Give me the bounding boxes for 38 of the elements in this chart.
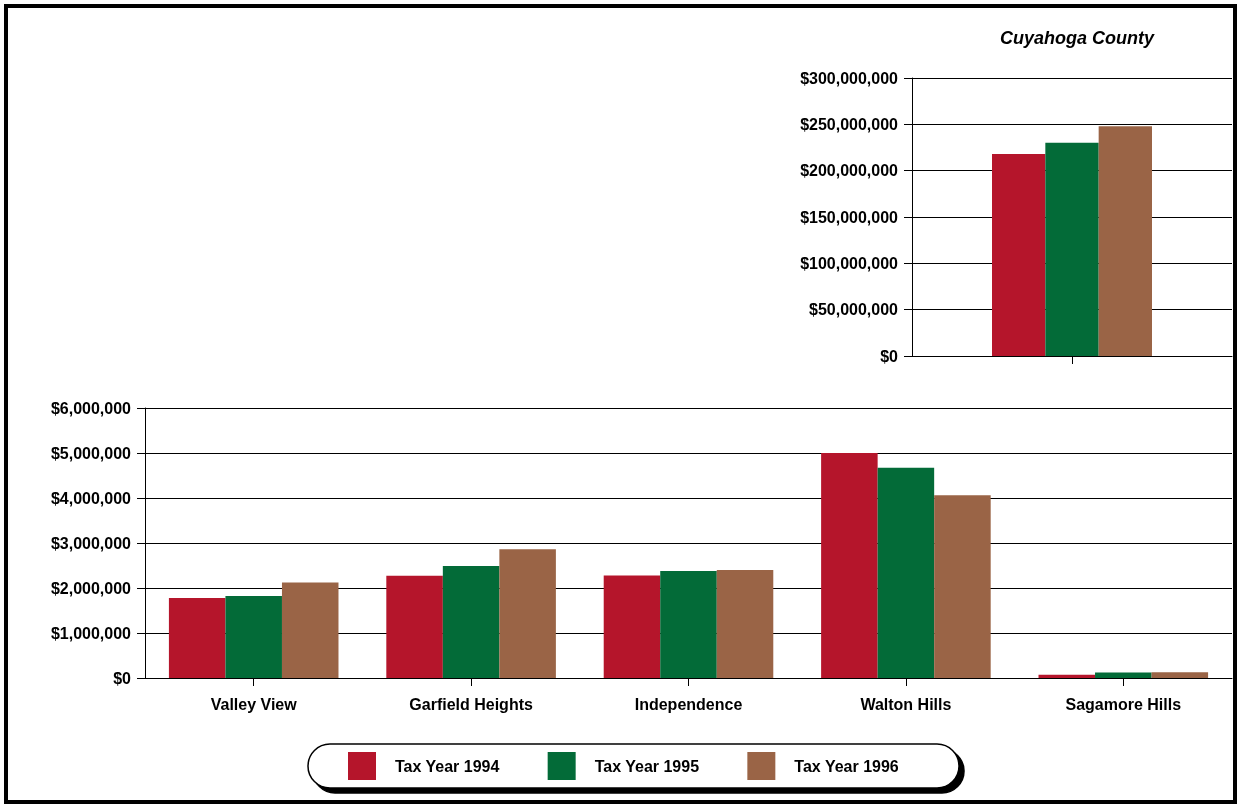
bar: [386, 575, 443, 678]
y-tick-label: $4,000,000: [50, 489, 132, 507]
bar: [442, 565, 500, 678]
y-tick-label: $2,000,000: [50, 579, 132, 597]
bar: [1151, 672, 1209, 678]
x-tick-label: Garfield Heights: [409, 695, 533, 713]
bar: [225, 596, 282, 678]
legend-label: Tax Year 1994: [394, 757, 500, 775]
bar: [603, 575, 661, 678]
x-tick-label: Walton Hills: [860, 695, 952, 713]
y-tick-label: $1,000,000: [50, 624, 132, 642]
bar: [499, 549, 556, 678]
legend-label: Tax Year 1995: [594, 757, 700, 775]
bar: [281, 582, 339, 678]
y-tick-label: $300,000,000: [800, 69, 899, 87]
y-tick-label: $100,000,000: [800, 254, 899, 272]
y-tick-label: $0: [113, 669, 132, 687]
y-tick-label: $6,000,000: [50, 399, 132, 417]
bar: [1095, 672, 1152, 678]
bar: [821, 453, 878, 678]
y-tick-label: $0: [880, 347, 899, 365]
y-tick-label: $150,000,000: [800, 208, 899, 226]
bar: [660, 570, 717, 678]
bar: [716, 570, 774, 678]
chart-title: Cuyahoga County: [999, 28, 1155, 48]
bar: [1038, 674, 1096, 678]
x-tick-label: Valley View: [210, 695, 298, 713]
bar: [168, 597, 226, 678]
y-tick-label: $5,000,000: [50, 444, 132, 462]
bar: [877, 467, 935, 678]
x-tick-label: Independence: [634, 695, 743, 713]
bar: [934, 495, 991, 678]
legend-label: Tax Year 1996: [794, 757, 899, 775]
x-tick-label: Sagamore Hills: [1065, 695, 1182, 713]
y-tick-label: $200,000,000: [800, 162, 899, 180]
y-tick-label: $250,000,000: [800, 115, 899, 133]
y-tick-label: $50,000,000: [809, 301, 899, 319]
y-tick-label: $3,000,000: [50, 534, 132, 552]
